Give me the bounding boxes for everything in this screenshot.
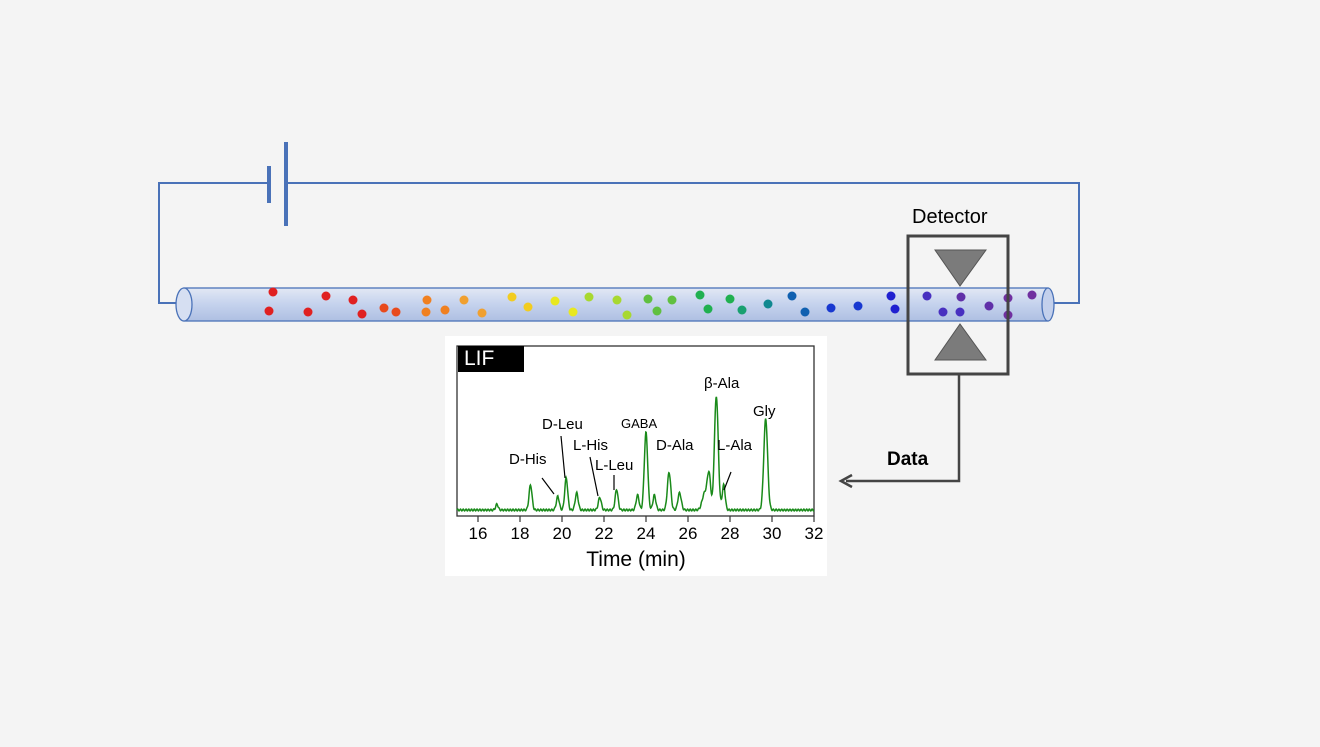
circuit-wire: [158, 182, 268, 304]
analyte-particle: [725, 294, 735, 304]
chart-frame: [456, 345, 815, 517]
x-axis-ticks: [477, 516, 815, 522]
analyte-particle: [703, 304, 713, 314]
x-tick-label: 26: [678, 524, 698, 543]
peak-label-gaba: GABA: [621, 416, 658, 431]
analyte-particles: [264, 287, 1037, 320]
circuit-wire-right: [286, 182, 1080, 304]
analyte-particle: [826, 303, 836, 313]
analyte-particle: [1027, 290, 1037, 300]
analyte-particle: [695, 290, 705, 300]
analyte-particle: [348, 295, 358, 305]
x-tick-label: 24: [636, 524, 656, 543]
analyte-particle: [379, 303, 389, 313]
analyte-particle: [643, 294, 653, 304]
capillary-end-left: [175, 287, 193, 322]
leader-l-his: [589, 456, 599, 497]
peak-label-d-ala: D-Ala: [656, 437, 694, 454]
data-arrow-head: [838, 473, 853, 489]
analyte-particle: [667, 295, 677, 305]
peak-label-l-leu: L-Leu: [595, 457, 634, 474]
analyte-particle: [612, 295, 622, 305]
analyte-particle: [787, 291, 797, 301]
analyte-particle: [938, 307, 948, 317]
analyte-particle: [523, 302, 533, 312]
peak-label-beta-ala: β-Ala: [704, 375, 740, 392]
detector-label: Detector: [912, 206, 988, 228]
analyte-particle: [507, 292, 517, 302]
analyte-particle: [303, 307, 313, 317]
x-tick-label: 16: [468, 524, 488, 543]
leader-d-his: [541, 477, 555, 495]
data-arrow-line: [846, 374, 961, 483]
analyte-particle: [763, 299, 773, 309]
analyte-particle: [391, 307, 401, 317]
analyte-particle: [890, 304, 900, 314]
annotation-leaders: [541, 435, 732, 497]
analyte-particle: [568, 307, 578, 317]
analyte-particle: [421, 307, 431, 317]
analyte-particle: [459, 295, 469, 305]
analyte-particle: [422, 295, 432, 305]
analyte-particle: [853, 301, 863, 311]
x-tick-label: 18: [510, 524, 530, 543]
analyte-particle: [886, 291, 896, 301]
x-tick-label: 32: [804, 524, 824, 543]
analyte-particle: [440, 305, 450, 315]
lif-badge: LIF: [458, 346, 524, 372]
capillary-end-right: [1041, 287, 1055, 322]
peak-label-d-his: D-His: [509, 451, 547, 468]
analyte-particle: [550, 296, 560, 306]
analyte-particle: [800, 307, 810, 317]
peak-label-gly: Gly: [753, 403, 776, 420]
analyte-particle: [652, 306, 662, 316]
capillary-tube: [183, 287, 1049, 322]
analyte-particle: [477, 308, 487, 318]
analyte-particle: [956, 292, 966, 302]
electropherogram-trace: [456, 396, 815, 512]
analyte-particle: [922, 291, 932, 301]
analyte-particle: [984, 301, 994, 311]
x-axis-label: Time (min): [586, 548, 686, 571]
x-tick-label: 22: [594, 524, 614, 543]
analyte-particle: [584, 292, 594, 302]
x-tick-label: 28: [720, 524, 740, 543]
analyte-particle: [737, 305, 747, 315]
analyte-particle: [622, 310, 632, 320]
peak-label-l-ala: L-Ala: [717, 437, 753, 454]
leader-d-leu: [560, 435, 566, 479]
peak-label-l-his: L-His: [573, 437, 609, 454]
leader-l-ala: [723, 471, 732, 491]
detector-sensor-icon: [934, 323, 987, 361]
detector-emitter-icon: [934, 249, 987, 287]
peak-label-d-leu: D-Leu: [542, 416, 583, 433]
analyte-particle: [321, 291, 331, 301]
x-tick-label: 20: [552, 524, 572, 543]
analyte-particle: [268, 287, 278, 297]
analyte-particle: [264, 306, 274, 316]
data-label: Data: [887, 449, 929, 470]
analyte-particle: [955, 307, 965, 317]
x-tick-label: 30: [762, 524, 782, 543]
analyte-particle: [357, 309, 367, 319]
